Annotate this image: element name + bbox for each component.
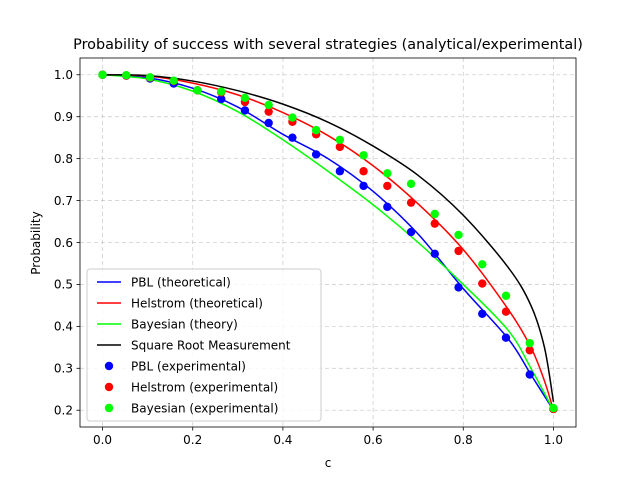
data-point-bayesian-experimental bbox=[525, 338, 534, 348]
data-point-pbl-experimental bbox=[501, 333, 511, 342]
data-point-bayesian-experimental bbox=[383, 169, 392, 178]
data-point-pbl-experimental bbox=[478, 309, 487, 318]
data-point-pbl-experimental bbox=[288, 133, 297, 142]
legend-label-helstrom-theoretical: Helstrom (theoretical) bbox=[131, 296, 263, 310]
y-tick-label: 0.3 bbox=[54, 362, 73, 376]
y-tick-label: 0.2 bbox=[54, 404, 73, 418]
legend-label-square-root-measurement: Square Root Measurement bbox=[131, 338, 291, 352]
legend-label-bayesian-theory: Bayesian (theory) bbox=[131, 317, 238, 331]
data-point-pbl-experimental bbox=[359, 181, 368, 191]
data-point-bayesian-experimental bbox=[240, 93, 250, 103]
data-point-bayesian-experimental bbox=[311, 125, 321, 135]
y-tick-label: 0.9 bbox=[54, 110, 73, 124]
y-tick-label: 0.4 bbox=[54, 320, 73, 334]
x-tick-label: 0.6 bbox=[364, 433, 383, 447]
data-point-pbl-experimental bbox=[335, 167, 345, 176]
data-point-bayesian-experimental bbox=[478, 260, 487, 269]
legend-label-helstrom-experimental: Helstrom (experimental) bbox=[131, 380, 278, 394]
data-point-helstrom-experimental bbox=[501, 307, 511, 316]
x-tick-label: 0.4 bbox=[273, 433, 292, 447]
data-point-pbl-experimental bbox=[383, 202, 392, 212]
data-point-pbl-experimental bbox=[454, 283, 463, 292]
legend-swatch-pbl-experimental bbox=[104, 361, 114, 371]
y-tick-label: 0.6 bbox=[54, 236, 73, 250]
legend-swatch-bayesian-experimental bbox=[104, 403, 114, 413]
data-point-bayesian-experimental bbox=[193, 86, 202, 95]
x-tick-label: 0.8 bbox=[454, 433, 473, 447]
data-point-helstrom-experimental bbox=[525, 346, 534, 355]
data-point-bayesian-experimental bbox=[217, 87, 226, 96]
data-point-helstrom-experimental bbox=[406, 198, 416, 207]
x-tick-label: 0.2 bbox=[183, 433, 202, 447]
data-point-bayesian-experimental bbox=[406, 179, 416, 188]
data-point-bayesian-experimental bbox=[288, 113, 297, 122]
points-layer bbox=[98, 70, 558, 414]
ticks-layer: 0.0 0.2 0.4 0.6 0.8 1.0 0.2 0.3 0.4 0.5 0.6 0.7 0.8 0… bbox=[54, 68, 563, 447]
data-point-pbl-experimental bbox=[430, 249, 439, 259]
data-point-bayesian-experimental bbox=[169, 76, 178, 85]
data-point-pbl-experimental bbox=[240, 106, 250, 115]
data-point-pbl-experimental bbox=[217, 94, 226, 104]
legend-label-pbl-experimental: PBL (experimental) bbox=[131, 359, 246, 373]
data-point-pbl-experimental bbox=[525, 370, 534, 379]
y-tick-label: 0.7 bbox=[54, 194, 73, 208]
legend-label-bayesian-experimental: Bayesian (experimental) bbox=[131, 401, 278, 415]
data-point-helstrom-experimental bbox=[264, 107, 273, 116]
data-point-bayesian-experimental bbox=[430, 209, 439, 219]
data-point-bayesian-experimental bbox=[264, 100, 273, 110]
data-point-helstrom-experimental bbox=[478, 279, 487, 288]
data-point-helstrom-experimental bbox=[383, 181, 392, 191]
x-tick-label: 0.0 bbox=[93, 433, 112, 447]
data-point-bayesian-experimental bbox=[122, 70, 131, 80]
legend-swatch-helstrom-experimental bbox=[104, 382, 114, 392]
legend-label-pbl-theoretical: PBL (theoretical) bbox=[131, 275, 231, 289]
x-tick-label: 1.0 bbox=[544, 433, 563, 447]
data-point-helstrom-experimental bbox=[359, 167, 368, 176]
data-point-helstrom-experimental bbox=[454, 246, 463, 256]
data-point-pbl-experimental bbox=[406, 227, 416, 237]
data-point-pbl-experimental bbox=[311, 150, 321, 159]
data-point-bayesian-experimental bbox=[145, 73, 155, 82]
data-point-pbl-experimental bbox=[264, 118, 273, 128]
legend-entries: PBL (theoretical) Helstrom (theoretical) B… bbox=[97, 275, 291, 415]
y-tick-label: 0.8 bbox=[54, 152, 73, 166]
series-line-bayesian-theory bbox=[102, 74, 555, 411]
y-tick-label: 0.5 bbox=[54, 278, 73, 292]
y-tick-label: 1.0 bbox=[54, 68, 73, 82]
legend-box bbox=[86, 268, 322, 422]
data-point-bayesian-experimental bbox=[335, 135, 345, 144]
series-line-pbl-theoretical bbox=[102, 74, 555, 411]
chart-title: Probability of success with several stra… bbox=[73, 37, 583, 53]
data-point-bayesian-experimental bbox=[501, 291, 511, 300]
series-line-square-root-measurement bbox=[102, 74, 555, 402]
grid-layer bbox=[80, 58, 576, 427]
data-point-bayesian-experimental bbox=[454, 230, 463, 240]
legend: PBL (theoretical) Helstrom (theoretical) B… bbox=[86, 268, 322, 422]
y-axis-label: Probability bbox=[29, 211, 43, 274]
data-point-helstrom-experimental bbox=[335, 142, 345, 152]
x-axis-label: c bbox=[325, 456, 332, 470]
data-point-bayesian-experimental bbox=[359, 151, 368, 160]
data-point-helstrom-experimental bbox=[430, 219, 439, 228]
data-point-bayesian-experimental bbox=[549, 403, 558, 413]
data-point-bayesian-experimental bbox=[98, 70, 107, 79]
